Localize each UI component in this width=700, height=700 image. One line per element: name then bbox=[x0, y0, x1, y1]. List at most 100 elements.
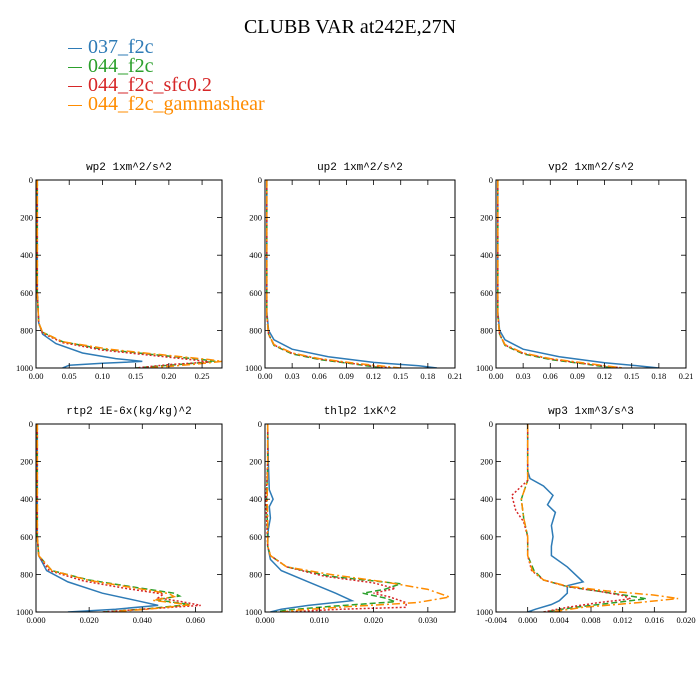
y-tick-label: 0 bbox=[29, 419, 33, 429]
x-tick-label: 0.000 bbox=[255, 615, 274, 625]
y-tick-label: 1000 bbox=[16, 607, 33, 617]
x-tick-label: 0.020 bbox=[676, 615, 695, 625]
x-tick-label: 0.03 bbox=[285, 371, 300, 381]
x-tick-label: 0.000 bbox=[518, 615, 537, 625]
x-tick-label: 0.15 bbox=[128, 371, 143, 381]
x-tick-label: 0.00 bbox=[258, 371, 273, 381]
series-group bbox=[497, 180, 659, 368]
series-line-044-f2c-sfc0-2 bbox=[266, 180, 392, 368]
y-tick-label: 200 bbox=[480, 213, 493, 223]
panel-frame bbox=[264, 179, 456, 369]
panel-frame bbox=[35, 179, 223, 369]
series-line-044-f2c-sfc0-2 bbox=[510, 424, 634, 612]
y-tick-label: 0 bbox=[258, 175, 262, 185]
x-tick-label: 0.05 bbox=[62, 371, 77, 381]
panel-frame bbox=[264, 423, 456, 613]
series-line-044-f2c-sfc0-2 bbox=[497, 180, 623, 368]
panel-5: thlp2 1xK^2 0.000 0.010 0.020 0.030 0 200 400 60… bbox=[245, 406, 456, 625]
series-line-044-f2c bbox=[497, 180, 614, 368]
y-tick-label: 600 bbox=[249, 288, 262, 298]
series-line-044-f2c-gammashear bbox=[266, 180, 401, 368]
x-tick-label: 0.18 bbox=[420, 371, 435, 381]
x-tick-label: 0.12 bbox=[597, 371, 612, 381]
y-tick-label: 400 bbox=[480, 250, 493, 260]
legend-item-044-f2c: 044_f2c bbox=[68, 55, 265, 77]
legend-item-044-f2c-gammashear: 044_f2c_gammashear bbox=[68, 93, 265, 115]
series-line-044-f2c-gammashear bbox=[266, 424, 453, 612]
legend-swatch bbox=[68, 104, 82, 106]
legend-item-044-f2c-sfc0.2: 044_f2c_sfc0.2 bbox=[68, 75, 265, 95]
series-line-037-f2c bbox=[36, 180, 143, 368]
panel-title: rtp2 1E-6x(kg/kg)^2 bbox=[66, 406, 191, 418]
panel-frame bbox=[495, 423, 687, 613]
series-line-037-f2c bbox=[497, 180, 659, 368]
legend-item-037-f2c: 037_f2c bbox=[68, 36, 265, 58]
series-line-037-f2c bbox=[266, 180, 437, 368]
series-line-044-f2c bbox=[36, 180, 216, 368]
series-line-044-f2c-gammashear bbox=[520, 424, 679, 612]
x-tick-label: 0.03 bbox=[516, 371, 531, 381]
x-tick-label: 0.06 bbox=[312, 371, 327, 381]
series-line-044-f2c bbox=[266, 180, 383, 368]
x-tick-label: 0.21 bbox=[679, 371, 694, 381]
x-tick-label: 0.060 bbox=[186, 615, 205, 625]
x-tick-label: 0.010 bbox=[310, 615, 329, 625]
y-tick-label: 200 bbox=[249, 213, 262, 223]
y-tick-label: 600 bbox=[20, 532, 33, 542]
y-tick-label: 200 bbox=[20, 457, 33, 467]
panel-frame bbox=[35, 423, 223, 613]
panel-6: wp3 1xm^3/s^3 -0.004 0.000 0.004 0.008 0.012 0… bbox=[476, 406, 696, 625]
panel-4: rtp2 1E-6x(kg/kg)^2 0.000 0.020 0.040 0.060 0… bbox=[16, 406, 223, 625]
x-tick-label: 0.15 bbox=[624, 371, 639, 381]
series-line-044-f2c bbox=[520, 424, 647, 612]
x-tick-label: 0.000 bbox=[26, 615, 45, 625]
y-tick-label: 0 bbox=[29, 175, 33, 185]
panel-2: up2 1xm^2/s^2 0.00 0.03 0.06 0.09 0.12 0.15 0.1… bbox=[245, 162, 462, 381]
x-tick-label: 0.016 bbox=[645, 615, 664, 625]
legend-swatch bbox=[68, 47, 82, 49]
y-tick-label: 0 bbox=[489, 175, 493, 185]
x-tick-label: 0.21 bbox=[448, 371, 463, 381]
x-tick-label: -0.004 bbox=[485, 615, 508, 625]
legend-label: 044_f2c bbox=[88, 55, 154, 77]
series-group bbox=[510, 424, 679, 612]
y-tick-label: 600 bbox=[480, 532, 493, 542]
y-tick-label: 1000 bbox=[245, 607, 262, 617]
series-group bbox=[36, 424, 201, 612]
x-tick-label: 0.10 bbox=[95, 371, 110, 381]
x-tick-label: 0.040 bbox=[133, 615, 152, 625]
legend-label: 044_f2c_gammashear bbox=[88, 93, 265, 115]
series-line-044-f2c-gammashear bbox=[497, 180, 623, 368]
panel-title: thlp2 1xK^2 bbox=[324, 406, 397, 418]
series-line-037-f2c bbox=[266, 424, 355, 612]
y-tick-label: 200 bbox=[20, 213, 33, 223]
y-tick-label: 800 bbox=[20, 325, 33, 335]
y-tick-label: 400 bbox=[249, 494, 262, 504]
x-tick-label: 0.00 bbox=[29, 371, 44, 381]
x-tick-label: 0.25 bbox=[195, 371, 210, 381]
panel-frame bbox=[495, 179, 687, 369]
y-tick-label: 1000 bbox=[476, 607, 493, 617]
panel-title: wp3 1xm^3/s^3 bbox=[548, 406, 634, 418]
legend-swatch bbox=[68, 85, 82, 87]
y-tick-label: 1000 bbox=[476, 363, 493, 373]
y-tick-label: 400 bbox=[20, 494, 33, 504]
series-line-044-f2c-sfc0-2 bbox=[265, 424, 407, 612]
y-tick-label: 800 bbox=[20, 569, 33, 579]
x-tick-label: 0.004 bbox=[550, 615, 570, 625]
series-line-044-f2c-sfc0-2 bbox=[36, 180, 209, 368]
legend: 037_f2c 044_f2c 044_f2c_sfc0.2 044_f2c_g… bbox=[68, 36, 265, 115]
x-tick-label: 0.020 bbox=[364, 615, 383, 625]
x-tick-label: 0.008 bbox=[581, 615, 600, 625]
series-group bbox=[36, 180, 222, 368]
y-tick-label: 800 bbox=[249, 569, 262, 579]
series-group bbox=[265, 424, 453, 612]
legend-swatch bbox=[68, 66, 82, 68]
x-tick-label: 0.09 bbox=[339, 371, 354, 381]
x-tick-label: 0.020 bbox=[80, 615, 99, 625]
series-line-044-f2c-gammashear bbox=[36, 424, 191, 612]
y-tick-label: 400 bbox=[480, 494, 493, 504]
legend-label: 037_f2c bbox=[88, 36, 154, 58]
y-tick-label: 200 bbox=[480, 457, 493, 467]
